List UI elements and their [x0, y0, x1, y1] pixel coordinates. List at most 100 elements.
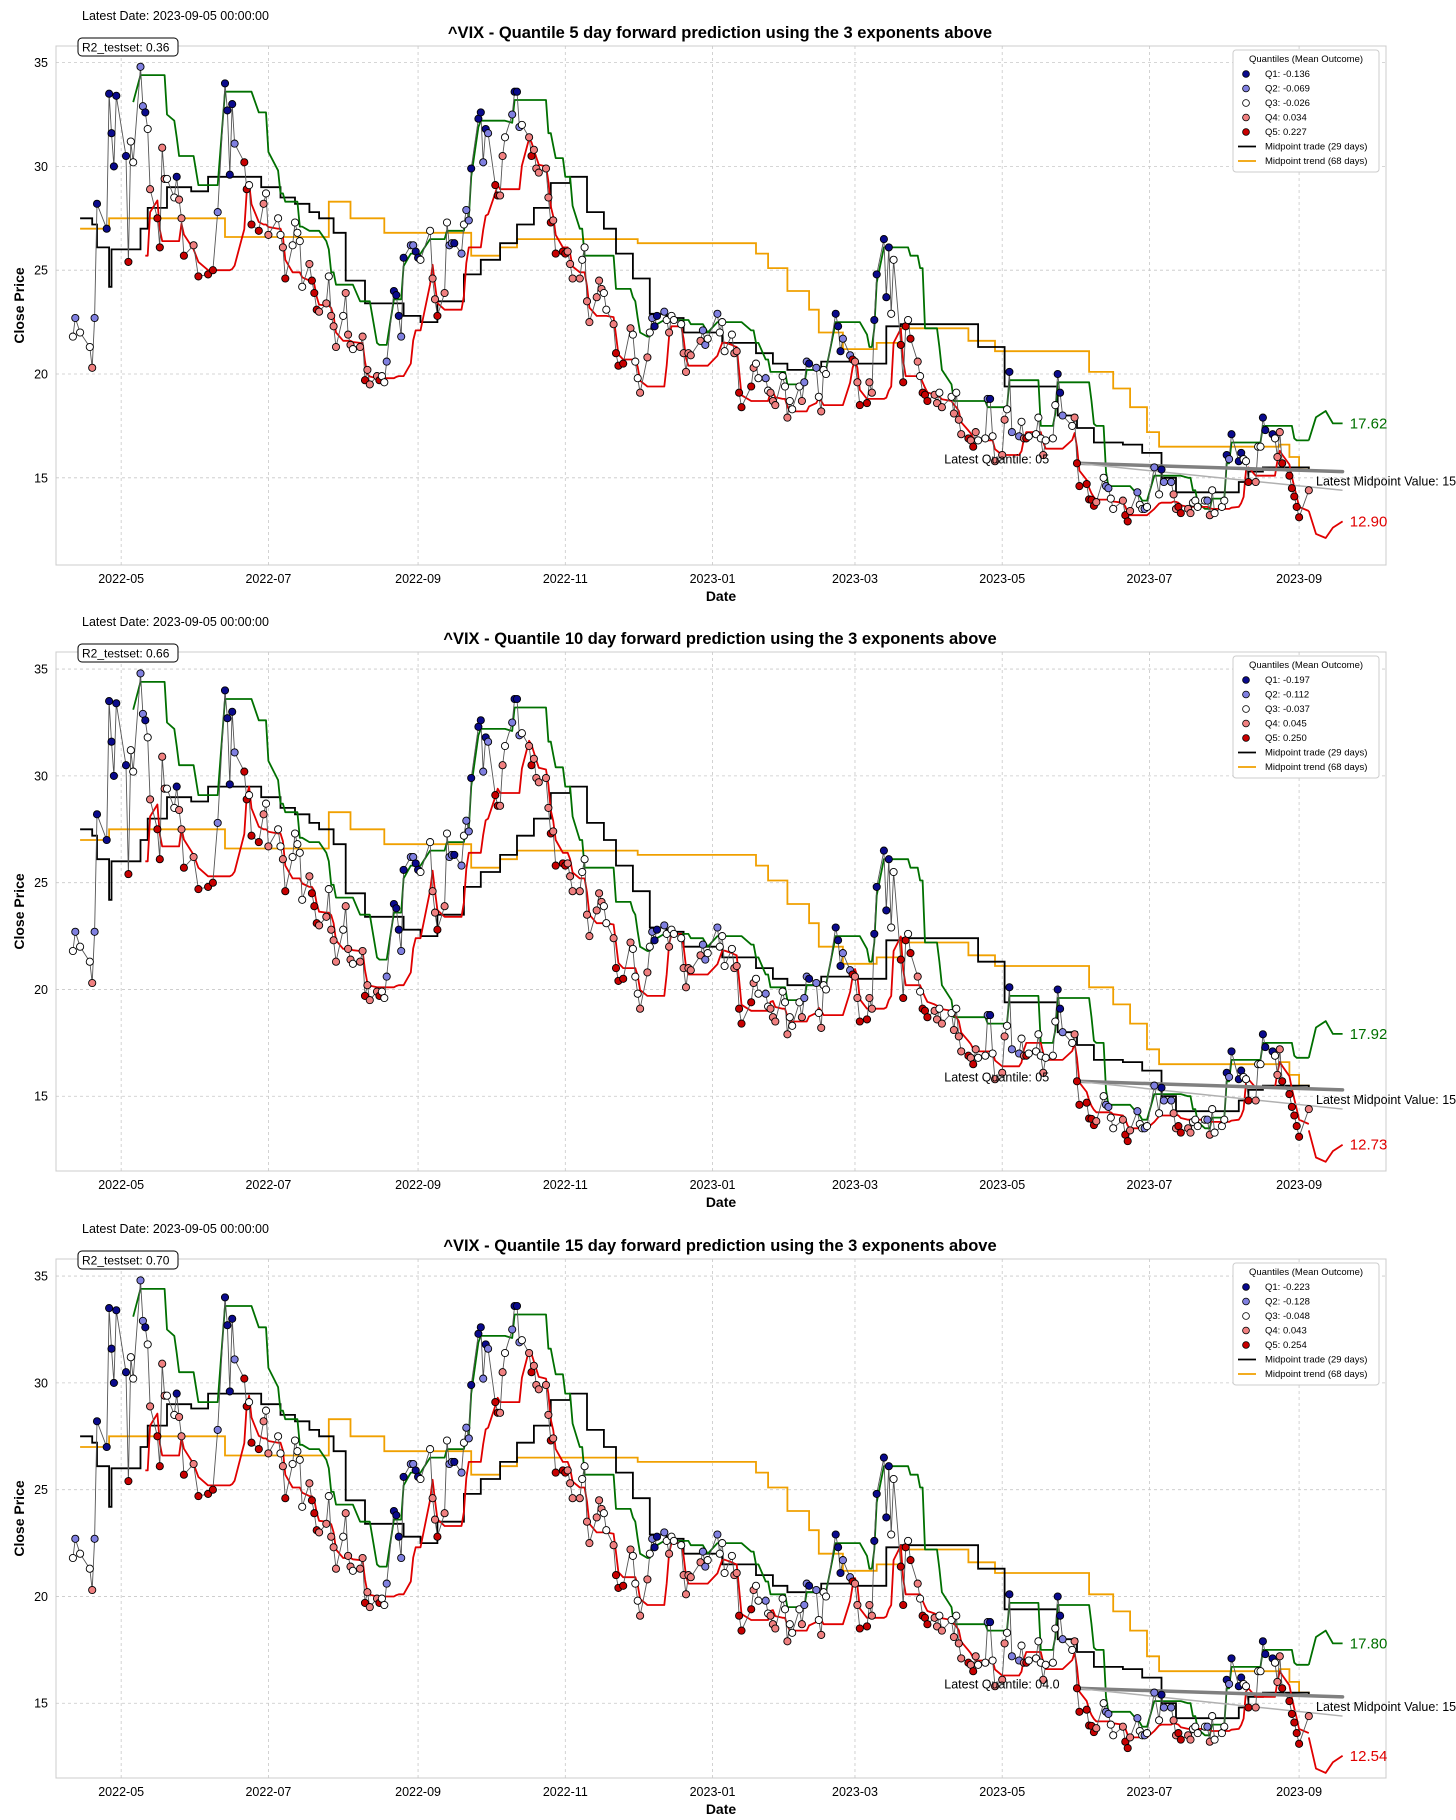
quantile-point [88, 363, 97, 372]
quantile-point [298, 282, 307, 291]
quantile-point [102, 224, 111, 233]
quantile-point [529, 754, 538, 763]
quantile-point [498, 761, 507, 770]
quantile-point [462, 205, 471, 215]
quantile-point [1285, 1090, 1294, 1099]
legend-item-q3: Q3: -0.026 [1265, 98, 1310, 109]
quantile-point [1287, 1709, 1296, 1718]
quantile-point [76, 328, 85, 337]
quantile-point [969, 1667, 978, 1676]
quantile-point [92, 1417, 102, 1426]
quantile-point [771, 401, 780, 410]
quantile-point [766, 1611, 775, 1620]
quantile-point [141, 716, 150, 725]
quantile-point [1287, 1102, 1296, 1111]
quantile-point [331, 957, 341, 966]
quantile-point [1150, 463, 1159, 472]
quantile-point [90, 927, 99, 936]
quantile-point [534, 1385, 543, 1394]
x-axis-label: Date [706, 1194, 737, 1210]
quantile-point [1002, 1021, 1012, 1030]
quantile-point [457, 861, 466, 870]
quantile-point [399, 865, 408, 874]
quantile-point [276, 1449, 285, 1458]
quantile-point [899, 378, 908, 387]
quantile-point [105, 89, 114, 98]
quantile-point [923, 1620, 932, 1629]
quantile-point [1292, 502, 1301, 511]
quantile-point [862, 399, 872, 408]
quantile-point [430, 295, 440, 304]
quantile-point [365, 1603, 374, 1612]
quantile-point [1159, 1096, 1168, 1105]
r2-testset-box: R2_testset: 0.36 [77, 37, 179, 57]
quantile-point [331, 342, 341, 352]
midpoint-trade-line [80, 785, 1310, 1113]
quantile-point [1270, 1051, 1280, 1060]
quantile-point [788, 1628, 797, 1637]
quantile-point [1290, 492, 1299, 501]
quantile-point [971, 1045, 980, 1054]
quantile-point [440, 288, 449, 298]
quantile-point [68, 332, 77, 341]
quantile-point [1186, 509, 1195, 518]
quantile-point [800, 993, 809, 1003]
latest-quantile-trend-line [1075, 461, 1345, 474]
quantile-point [578, 255, 587, 264]
quantile-point [228, 707, 237, 716]
quantile-point [172, 1389, 181, 1398]
quantile-point [650, 322, 659, 331]
quantile-point [1225, 1679, 1234, 1689]
legend: Quantiles (Mean Outcome) Q1: -0.197 Q2: -0… [1232, 655, 1380, 779]
quantile-point [129, 767, 138, 776]
quantile-point [1002, 1628, 1012, 1637]
quantile-point [1053, 985, 1062, 994]
quantile-point [1058, 411, 1067, 420]
legend-marker-q5 [1242, 734, 1250, 742]
legend-item-midpoint-trend: Midpoint trend (68 days) [1265, 762, 1367, 773]
quantile-point [850, 357, 860, 366]
quantile-point [112, 91, 121, 100]
quantile-point [363, 1588, 372, 1597]
quantile-point [288, 1459, 297, 1469]
latest-midpoint-label: Latest Midpoint Value: 15.49 [1316, 475, 1456, 489]
quantile-point [645, 328, 654, 337]
quantile-point [1220, 1115, 1229, 1124]
x-tick-label: 2023-05 [979, 1178, 1025, 1192]
x-tick-label: 2022-05 [98, 572, 144, 586]
quantile-point [834, 936, 843, 945]
quantile-point [665, 942, 674, 951]
chart-title: ^VIX - Quantile 15 day forward predictio… [443, 1237, 996, 1255]
midpoint-regression-line [1076, 462, 1343, 492]
y-tick-label: 30 [34, 160, 48, 174]
y-tick-label: 30 [34, 1376, 48, 1390]
r2-box-frame [77, 1250, 179, 1270]
quantile-point [1203, 1115, 1212, 1124]
quantile-point [276, 230, 285, 239]
quantile-point [838, 949, 847, 958]
legend-item-q1: Q1: -0.223 [1265, 1282, 1310, 1293]
quantile-point [225, 170, 234, 179]
legend-item-q4: Q4: 0.043 [1265, 1326, 1307, 1337]
quantile-point [512, 694, 522, 704]
quantile-point [780, 382, 790, 391]
quantile-point [817, 407, 826, 416]
quantile-point [529, 145, 538, 154]
quantile-point [1193, 1729, 1202, 1738]
quantile-point [109, 771, 118, 780]
x-tick-label: 2023-01 [690, 1785, 736, 1799]
r2-box-frame [77, 37, 179, 57]
quantile-point [1176, 509, 1185, 518]
quantile-point [575, 887, 584, 896]
quantile-point [952, 1004, 961, 1013]
quantile-point [245, 181, 254, 190]
quantile-point [1167, 1096, 1176, 1105]
quantile-point [155, 1462, 164, 1471]
lower-end-value-label: 12.90 [1350, 513, 1388, 530]
y-tick-label: 35 [34, 1270, 48, 1284]
legend-item-q2: Q2: -0.069 [1265, 84, 1310, 95]
quantile-point [838, 334, 847, 343]
quantile-point [998, 1068, 1007, 1077]
y-tick-label: 15 [34, 1697, 48, 1711]
